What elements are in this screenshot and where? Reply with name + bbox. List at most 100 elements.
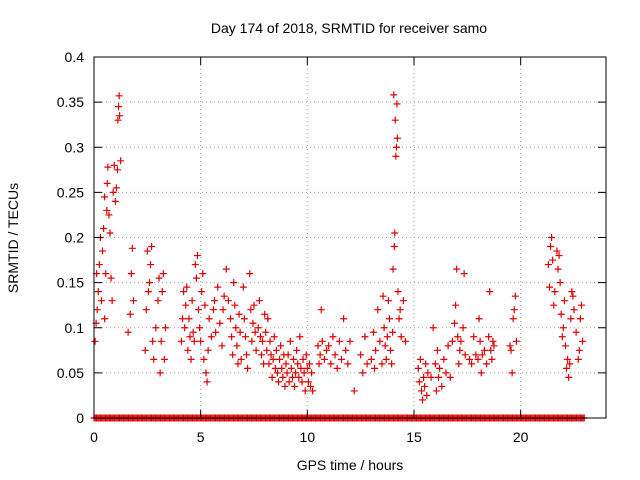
y-tick-label: 0.35 — [57, 94, 84, 110]
data-point — [124, 328, 132, 336]
data-point — [305, 360, 313, 368]
data-point — [309, 387, 317, 395]
data-point — [553, 247, 561, 255]
data-point — [199, 270, 207, 278]
data-point — [333, 364, 341, 372]
data-point — [294, 360, 302, 368]
data-point — [389, 328, 397, 336]
y-tick-label: 0.1 — [65, 320, 85, 336]
data-point — [222, 265, 230, 273]
data-point — [559, 324, 567, 332]
data-point — [292, 369, 300, 377]
data-point — [143, 247, 151, 255]
data-point — [478, 351, 486, 359]
data-point — [214, 283, 222, 291]
data-point — [144, 288, 152, 296]
data-point — [148, 243, 156, 251]
data-point — [205, 315, 213, 323]
data-point — [150, 355, 158, 363]
data-point — [448, 337, 456, 345]
data-point — [117, 157, 125, 165]
data-point — [556, 279, 564, 287]
data-point — [560, 297, 568, 305]
data-point — [234, 360, 242, 368]
data-point — [575, 346, 583, 354]
data-point — [557, 310, 565, 318]
data-point — [472, 351, 480, 359]
data-point — [264, 315, 272, 323]
data-point — [487, 346, 495, 354]
data-point — [246, 270, 254, 278]
data-point — [161, 324, 169, 332]
data-point — [392, 152, 400, 160]
data-point — [379, 292, 387, 300]
data-point — [570, 306, 578, 314]
data-point — [301, 387, 309, 395]
y-tick-label: 0 — [76, 410, 84, 426]
x-tick-label: 20 — [513, 429, 529, 445]
data-point — [389, 265, 397, 273]
data-point — [506, 342, 514, 350]
data-point — [416, 355, 424, 363]
data-point — [387, 346, 395, 354]
data-point — [128, 244, 136, 252]
data-point — [331, 351, 339, 359]
data-point — [216, 319, 224, 327]
data-point — [454, 333, 462, 341]
x-axis-label: GPS time / hours — [297, 457, 404, 473]
data-point — [113, 166, 121, 174]
data-point — [198, 288, 206, 296]
data-point — [115, 92, 123, 100]
data-point — [262, 328, 270, 336]
data-point — [380, 324, 388, 332]
data-point — [108, 297, 116, 305]
data-point — [297, 364, 305, 372]
data-point — [233, 342, 241, 350]
data-point — [477, 369, 485, 377]
data-point — [414, 364, 422, 372]
grid-lines — [94, 57, 606, 418]
data-point — [457, 337, 465, 345]
data-point — [432, 387, 440, 395]
data-point — [244, 364, 252, 372]
data-point — [185, 315, 193, 323]
data-point — [110, 161, 118, 169]
data-point — [344, 360, 352, 368]
data-point — [101, 193, 109, 201]
data-point — [127, 270, 135, 278]
data-point — [376, 337, 384, 345]
data-point — [232, 324, 240, 332]
data-point — [393, 134, 401, 142]
data-point — [145, 279, 153, 287]
data-point — [566, 360, 574, 368]
data-point — [512, 337, 520, 345]
data-point — [308, 369, 316, 377]
data-point — [257, 351, 265, 359]
data-point — [100, 224, 108, 232]
data-point — [329, 333, 337, 341]
data-point — [159, 270, 167, 278]
data-points — [90, 91, 588, 422]
data-point — [91, 337, 99, 345]
y-tick-label: 0.3 — [65, 139, 85, 155]
data-point — [429, 324, 437, 332]
data-point — [281, 382, 289, 390]
data-point — [302, 351, 310, 359]
data-point — [422, 360, 430, 368]
data-point — [266, 337, 274, 345]
data-point — [93, 306, 101, 314]
data-point — [243, 351, 251, 359]
data-point — [295, 373, 303, 381]
data-point — [229, 351, 237, 359]
data-point — [285, 378, 293, 386]
data-point — [371, 364, 379, 372]
data-point — [436, 364, 444, 372]
data-point — [203, 378, 211, 386]
data-point — [102, 270, 110, 278]
data-point — [421, 382, 429, 390]
data-point — [268, 373, 276, 381]
data-point — [415, 378, 423, 386]
data-point — [224, 297, 232, 305]
data-point — [276, 355, 284, 363]
data-point — [342, 346, 350, 354]
